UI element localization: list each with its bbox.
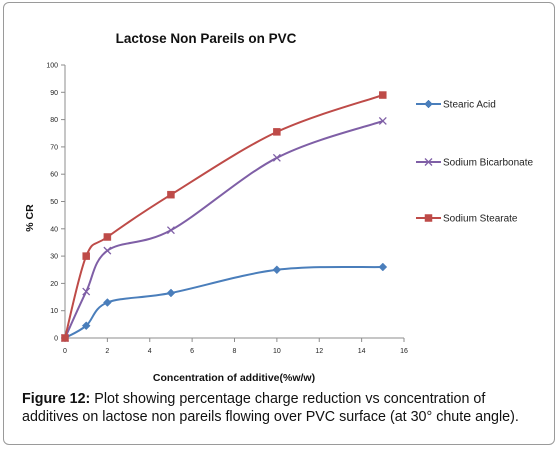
legend-label-sodium-bicarbonate: Sodium Bicarbonate (443, 158, 533, 169)
data-point-stearic-acid (166, 288, 176, 298)
data-point-sodium-bicarbonate (82, 287, 91, 296)
x-tick-label: 6 (190, 348, 194, 355)
data-point-stearic-acid (103, 298, 112, 307)
y-tick-label: 10 (50, 308, 58, 315)
legend-label-sodium-stearate: Sodium Stearate (443, 214, 518, 225)
legend-marker-sodium-bicarbonate (424, 158, 433, 166)
data-point-sodium-bicarbonate (272, 153, 281, 162)
data-point-sodium-bicarbonate (166, 226, 175, 235)
legend-item-sodium-bicarbonate: Sodium Bicarbonate (416, 158, 533, 169)
y-tick-label: 90 (50, 90, 58, 97)
y-tick-label: 50 (50, 199, 58, 206)
series-sodium-stearate (61, 91, 387, 342)
caption-text: Plot showing percentage charge reduction… (22, 391, 519, 425)
y-tick-label: 100 (46, 63, 58, 70)
legend-marker-sodium-stearate (424, 214, 433, 222)
data-point-stearic-acid (81, 321, 91, 331)
data-point-sodium-stearate (82, 252, 90, 260)
x-tick-label: 0 (63, 348, 67, 355)
y-tick-label: 60 (50, 172, 58, 179)
x-tick-label: 14 (358, 348, 366, 355)
series-stearic-acid (60, 262, 388, 343)
y-tick-label: 0 (54, 336, 58, 343)
series-line-stearic-acid (64, 265, 383, 339)
data-point-stearic-acid (272, 265, 282, 275)
data-point-sodium-stearate (167, 190, 175, 199)
legend-item-sodium-stearate: Sodium Stearate (416, 214, 518, 225)
series-line-sodium-bicarbonate (64, 120, 384, 339)
x-tick-label: 12 (315, 348, 323, 355)
legend-label-stearic-acid: Stearic Acid (443, 100, 496, 111)
series-line-sodium-stearate (64, 94, 384, 339)
x-tick-label: 8 (233, 348, 237, 355)
legend-marker-stearic-acid (424, 99, 433, 109)
y-tick-label: 40 (50, 226, 58, 233)
y-tick-label: 70 (50, 144, 58, 151)
data-point-sodium-stearate (379, 91, 387, 99)
chart-title: Lactose Non Pareils on PVC (116, 31, 297, 46)
x-tick-label: 10 (273, 348, 281, 355)
x-tick-label: 16 (400, 348, 408, 355)
axes: 0 10 20 30 40 50 60 70 80 90 100 0 2 4 6 8 10 12 14 16 (46, 63, 408, 356)
x-axis-label: Concentration of additive(%w/w) (153, 372, 315, 384)
data-point-sodium-stearate (103, 233, 112, 241)
data-point-sodium-bicarbonate (103, 246, 112, 255)
figure-caption: Figure 12: Plot showing percentage charg… (22, 390, 544, 426)
y-axis-label: % CR (24, 204, 36, 232)
x-tick-label: 4 (148, 348, 152, 355)
figure-frame (3, 2, 555, 445)
legend-item-stearic-acid: Stearic Acid (416, 100, 496, 111)
series-layer (60, 91, 388, 343)
y-tick-label: 80 (50, 117, 58, 124)
series-sodium-bicarbonate (61, 117, 387, 342)
y-tick-label: 20 (50, 281, 58, 288)
x-tick-label: 2 (105, 348, 109, 355)
data-point-stearic-acid (378, 262, 388, 272)
caption-label: Figure 12: (22, 391, 91, 407)
y-tick-label: 30 (50, 254, 58, 261)
data-point-sodium-stearate (61, 334, 69, 342)
data-point-sodium-stearate (273, 128, 281, 136)
data-point-sodium-bicarbonate (378, 117, 387, 125)
legend: Stearic Acid Sodium Bicarbonate Sodium Ste… (416, 100, 533, 225)
